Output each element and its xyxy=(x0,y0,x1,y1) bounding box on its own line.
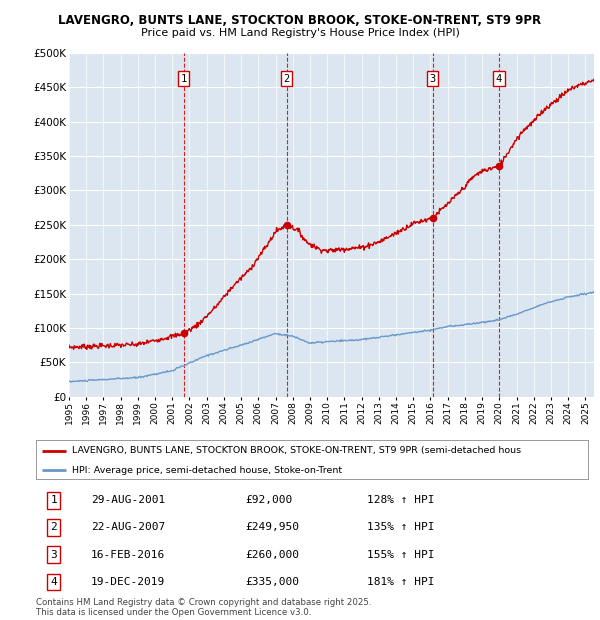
Text: HPI: Average price, semi-detached house, Stoke-on-Trent: HPI: Average price, semi-detached house,… xyxy=(72,466,342,475)
Text: 128% ↑ HPI: 128% ↑ HPI xyxy=(367,495,434,505)
Text: 16-FEB-2016: 16-FEB-2016 xyxy=(91,549,166,560)
Text: 1: 1 xyxy=(50,495,57,505)
Text: LAVENGRO, BUNTS LANE, STOCKTON BROOK, STOKE-ON-TRENT, ST9 9PR (semi-detached hou: LAVENGRO, BUNTS LANE, STOCKTON BROOK, ST… xyxy=(72,446,521,456)
Text: £92,000: £92,000 xyxy=(246,495,293,505)
Text: 4: 4 xyxy=(50,577,57,587)
Text: 29-AUG-2001: 29-AUG-2001 xyxy=(91,495,166,505)
Text: 2: 2 xyxy=(283,74,290,84)
Text: 4: 4 xyxy=(496,74,502,84)
Text: 1: 1 xyxy=(181,74,187,84)
Text: 135% ↑ HPI: 135% ↑ HPI xyxy=(367,523,434,533)
Text: 155% ↑ HPI: 155% ↑ HPI xyxy=(367,549,434,560)
Text: 181% ↑ HPI: 181% ↑ HPI xyxy=(367,577,434,587)
Text: 3: 3 xyxy=(50,549,57,560)
Text: 2: 2 xyxy=(50,523,57,533)
Text: Price paid vs. HM Land Registry's House Price Index (HPI): Price paid vs. HM Land Registry's House … xyxy=(140,28,460,38)
Text: LAVENGRO, BUNTS LANE, STOCKTON BROOK, STOKE-ON-TRENT, ST9 9PR: LAVENGRO, BUNTS LANE, STOCKTON BROOK, ST… xyxy=(58,14,542,27)
Text: 19-DEC-2019: 19-DEC-2019 xyxy=(91,577,166,587)
Text: £260,000: £260,000 xyxy=(246,549,300,560)
Text: £249,950: £249,950 xyxy=(246,523,300,533)
Text: Contains HM Land Registry data © Crown copyright and database right 2025.
This d: Contains HM Land Registry data © Crown c… xyxy=(36,598,371,617)
Text: £335,000: £335,000 xyxy=(246,577,300,587)
Text: 3: 3 xyxy=(430,74,436,84)
Text: 22-AUG-2007: 22-AUG-2007 xyxy=(91,523,166,533)
